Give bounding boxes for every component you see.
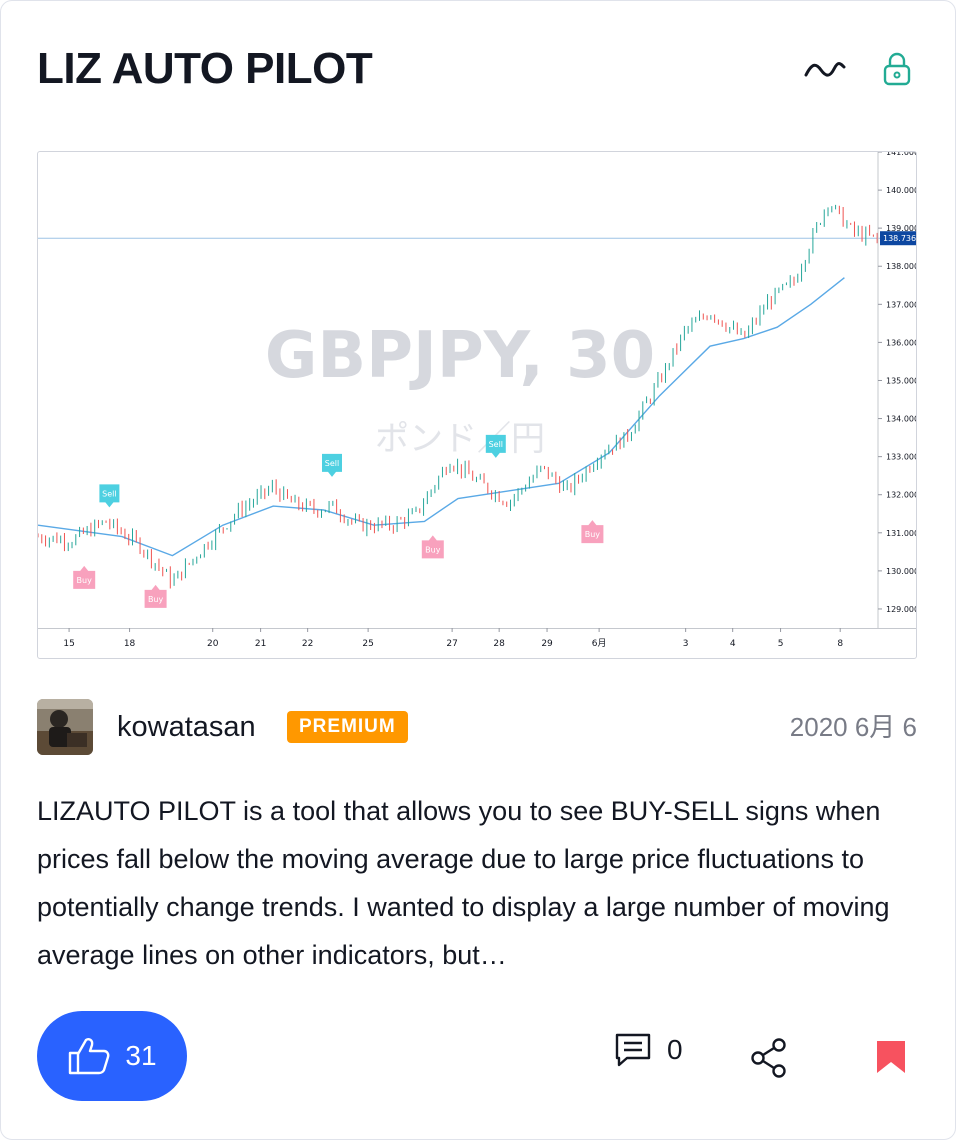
- buy-signal: Buy: [421, 535, 444, 559]
- y-tick-label: 134.000: [886, 415, 916, 424]
- buy-signal-tag: [581, 520, 604, 544]
- x-tick-label: 28: [493, 639, 505, 649]
- x-tick-label: 15: [63, 639, 74, 649]
- buy-signal: Buy: [581, 520, 604, 544]
- sell-signal-label: Sell: [325, 459, 339, 468]
- y-tick-label: 133.000: [886, 453, 916, 462]
- x-tick-label: 6月: [592, 638, 607, 649]
- y-tick-label: 135.000: [886, 376, 916, 385]
- y-tick-label: 132.000: [886, 491, 916, 500]
- header-icons: [803, 47, 919, 91]
- x-tick-label: 25: [362, 639, 373, 649]
- moving-average-line: [38, 277, 845, 557]
- buy-signal-tag: [73, 565, 96, 589]
- comments-button[interactable]: 0: [613, 1031, 683, 1069]
- sell-signal: Sell: [99, 484, 120, 508]
- lock-icon[interactable]: [875, 47, 919, 91]
- x-tick-label: 20: [207, 639, 219, 649]
- y-tick-label: 129.000: [886, 605, 916, 614]
- sell-signal: Sell: [485, 434, 506, 458]
- sell-signal-tag: [99, 484, 120, 508]
- x-tick-label: 3: [683, 639, 689, 649]
- buy-signal: Buy: [73, 565, 96, 589]
- chart-line-icon[interactable]: [803, 47, 847, 91]
- buy-signal-tag: [421, 535, 444, 559]
- sell-signal: Sell: [322, 453, 342, 477]
- x-tick-label: 27: [446, 639, 457, 649]
- y-tick-label: 136.000: [886, 338, 916, 347]
- buy-signal: Buy: [144, 584, 167, 608]
- avatar[interactable]: [37, 699, 93, 755]
- sell-signal-label: Sell: [489, 440, 503, 449]
- y-tick-label: 140.000: [886, 186, 916, 195]
- y-tick-label: 138.000: [886, 262, 916, 271]
- buy-signal-label: Buy: [77, 576, 93, 585]
- x-tick-label: 21: [255, 639, 266, 649]
- y-tick-label: 137.000: [886, 300, 916, 309]
- idea-description[interactable]: LIZAUTO PILOT is a tool that allows you …: [37, 796, 890, 970]
- x-tick-label: 5: [778, 639, 784, 649]
- chart-preview[interactable]: GBPJPY, 30 ポンド／円 Buy Sell Buy Sell Buy Sell Bu…: [37, 151, 917, 659]
- price-chart: GBPJPY, 30 ポンド／円 Buy Sell Buy Sell Buy Sell Bu…: [38, 152, 916, 649]
- sell-signal-label: Sell: [102, 489, 116, 498]
- bookmark-icon: [877, 1041, 905, 1073]
- y-tick-label: 131.000: [886, 529, 916, 538]
- buy-signal-label: Buy: [148, 595, 164, 604]
- x-tick-label: 8: [837, 639, 843, 649]
- x-tick-label: 29: [541, 639, 553, 649]
- chart-watermark-sub: ポンド／円: [375, 419, 545, 459]
- x-tick-label: 4: [730, 639, 736, 649]
- sell-signal-tag: [322, 453, 342, 477]
- buy-signal-tag: [144, 584, 167, 608]
- last-price-label: 138.736: [883, 234, 916, 243]
- share-icon: [751, 1038, 786, 1078]
- publish-date: 2020 6月 6: [789, 712, 917, 742]
- comment-icon: [615, 1033, 651, 1067]
- buy-signal-label: Buy: [585, 530, 601, 539]
- bookmark-button[interactable]: [869, 1031, 913, 1083]
- like-count: 31: [125, 1040, 157, 1071]
- y-tick-label: 139.000: [886, 224, 916, 233]
- y-tick-label: 130.000: [886, 567, 916, 576]
- x-tick-label: 18: [124, 639, 136, 649]
- author-name[interactable]: kowatasan: [117, 711, 256, 743]
- premium-badge: PREMIUM: [287, 711, 408, 743]
- author-row: kowatasan PREMIUM 2020 6月 6: [37, 699, 917, 755]
- thumbs-up-icon: [69, 1038, 110, 1075]
- idea-title[interactable]: LIZ AUTO PILOT: [37, 44, 373, 93]
- x-tick-label: 22: [302, 639, 313, 649]
- y-tick-label: 141.000: [886, 152, 916, 157]
- sell-signal-tag: [485, 434, 506, 458]
- share-button[interactable]: [747, 1033, 791, 1083]
- like-button[interactable]: 31: [37, 1011, 187, 1101]
- buy-signal-label: Buy: [425, 545, 441, 554]
- chart-watermark: GBPJPY, 30: [265, 319, 655, 393]
- last-price-tag: [880, 231, 916, 246]
- comment-count: 0: [667, 1034, 683, 1065]
